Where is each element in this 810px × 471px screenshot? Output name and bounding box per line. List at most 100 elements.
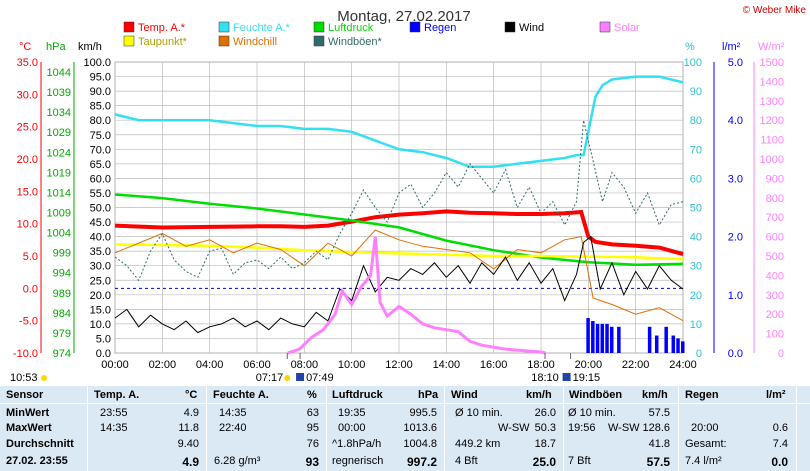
wind-tick-label: 55.0 [90,188,111,200]
legend-swatch [123,35,135,47]
solar-tick-label: 1100 [760,135,784,147]
solar-tick-label: 1400 [760,76,784,88]
temp-now: 4.9 [182,455,199,469]
humidity-tick-label: 40 [690,232,702,244]
solar-tick-label: 1300 [760,96,784,108]
pressure-tick-label: 1034 [47,107,71,119]
rain-title: Regen [685,389,719,401]
wind-tick-label: 30.0 [90,261,111,273]
humidity-tick-label: 10 [690,319,702,331]
wind-tick-label: 70.0 [90,144,111,156]
x-tick-label: 08:00 [291,359,319,371]
rain-tick-label: 3.0 [728,173,743,185]
rain-bar [681,341,685,353]
rain-r2-time: 20:00 [691,422,719,434]
temp-tick-label: 15.0 [17,186,38,198]
temp-unit: °C [19,41,31,53]
wind-tick-label: 100.0 [83,57,111,69]
rain-bar [595,323,600,353]
stats-table: Sensor MinWert MaxWert Durchschnitt 27.0… [0,386,810,471]
wind-tick-label: 35.0 [90,246,111,258]
press-now: 997.2 [406,455,437,469]
solar-tick-label: 900 [766,173,784,185]
solar-unit: W/m² [758,41,785,53]
chart-title: Montag, 27.02.2017 [337,8,470,25]
hum-min-time: 14:35 [219,407,247,419]
hum-title: Feuchte A. [213,389,269,401]
rain-r2: 0.6 [772,422,788,434]
x-tick-label: 24:00 [669,359,697,371]
rain-bar [610,326,614,353]
series-windb-en [114,120,684,282]
humidity-tick-label: 90 [690,86,702,98]
temp-max: 11.8 [178,422,199,434]
gust-r1-label: Ø 10 min. [568,407,616,419]
rain-bar [600,323,605,353]
pressure-tick-label: 974 [53,348,71,360]
x-tick-label: 00:00 [101,359,129,371]
legend-swatch [218,35,230,47]
moonrise-icon [562,373,571,381]
legend-label: Windböen* [328,36,383,48]
wind-r4-label: 4 Bft [455,455,478,467]
pressure-tick-label: 979 [53,328,71,340]
humidity-tick-label: 70 [690,144,702,156]
pressure-tick-label: 1014 [47,187,71,199]
x-tick-label: 12:00 [385,359,413,371]
rain-bar [654,335,659,353]
hum-unit-cell: % [307,389,317,401]
x-tick-label: 22:00 [622,359,650,371]
x-tick-label: 14:00 [433,359,461,371]
weather-chart: Montag, 27.02.2017 © Weber Mike Temp. A.… [10,5,806,384]
rain-bar [671,335,676,353]
wind-tick-label: 40.0 [90,232,111,244]
wind-title: Wind [451,389,478,401]
wind-unit-cell: km/h [526,389,552,401]
wind-now: 25.0 [532,455,556,469]
series-windchill [114,229,684,322]
series-temp-a [114,209,684,257]
rain-tick-label: 1.0 [728,290,743,302]
temp-tick-label: 5.0 [23,251,38,263]
wind-unit: km/h [78,41,102,53]
series-layer [114,75,685,355]
gust-unit-cell: km/h [642,389,668,401]
press-forecast: regnerisch [332,455,384,467]
press-unit-cell: hPa [418,389,439,401]
x-tick-label: 18:00 [527,359,555,371]
humidity-tick-label: 60 [690,173,702,185]
temp-unit-cell: °C [185,389,198,401]
press-title: Luftdruck [332,389,383,401]
gust-r2-time: 19:56 [568,422,596,434]
press-trend: ^1.8hPa/h [332,438,382,450]
row-label-now: 27.02. 23:55 [6,455,68,467]
wind-tick-label: 25.0 [90,275,111,287]
pressure-tick-label: 1039 [47,87,71,99]
sunrise-time: 07:17 [256,372,284,384]
wind-tick-label: 45.0 [90,217,111,229]
rain-r3-label: Gesamt: [685,438,727,450]
legend-label: Wind [519,22,544,34]
wind-tick-label: 65.0 [90,159,111,171]
humidity-tick-label: 100 [684,57,702,69]
humidity-tick-label: 0 [696,348,702,360]
legend-label: Solar [614,22,640,34]
pressure-tick-label: 1044 [47,67,71,79]
sunset-time: 18:10 [531,372,559,384]
press-min-time: 19:35 [338,407,366,419]
axis-unit-labels: °C hPa km/h % l/m² W/m² [19,41,785,53]
solar-tick-label: 500 [766,251,784,263]
temp-min: 4.9 [183,407,199,419]
row-label-avg: Durchschnitt [6,438,74,450]
hum-abs: 6.28 g/m³ [214,455,261,467]
humidity-tick-label: 50 [690,203,702,215]
humidity-tick-label: 20 [690,290,702,302]
series-luftdruck [114,193,684,266]
wind-tick-label: 95.0 [90,72,111,84]
axes: 00:00 02:00 04:00 06:00 08:00 10:00 12:00 14:00… [13,57,784,371]
temp-title: Temp. A. [94,389,140,401]
rain-r3: 7.4 [772,438,788,450]
rain-bar [664,326,668,353]
current-time-label: 10:53 [10,372,38,384]
rain-bar [647,326,652,353]
